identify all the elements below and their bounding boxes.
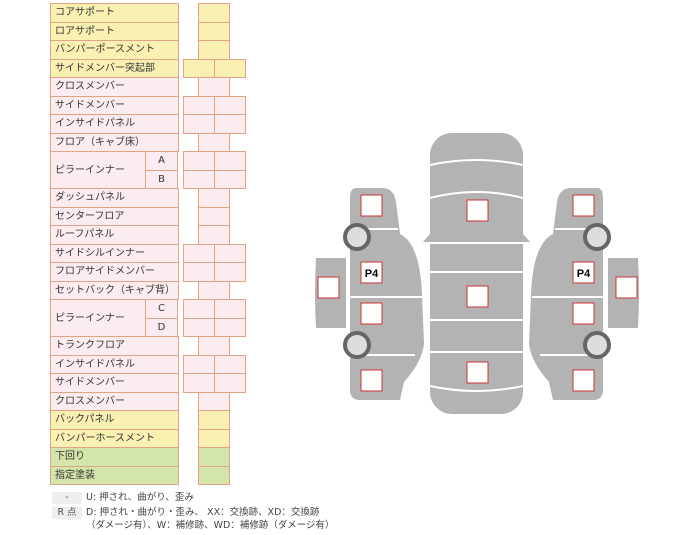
- center-pillar-right-tab: [523, 234, 531, 243]
- legend-key-dash: -: [52, 492, 82, 504]
- input-cell-right[interactable]: [214, 58, 246, 78]
- center-pillar-left-tab: [422, 234, 430, 243]
- check-box[interactable]: [317, 276, 340, 299]
- check-box[interactable]: [360, 194, 383, 217]
- check-box[interactable]: [466, 199, 489, 222]
- input-cell-right[interactable]: [214, 373, 246, 393]
- wheel-icon: [343, 331, 371, 359]
- check-box[interactable]: [572, 194, 595, 217]
- legend-text-u: U: 押され、曲がり、歪み: [86, 492, 194, 503]
- check-box[interactable]: [572, 302, 595, 325]
- legend-text-d: D: 押され・曲がり・歪み、 XX：交換跡、XD：交換跡: [86, 507, 320, 518]
- left-damage-mark: P4: [365, 268, 379, 280]
- wheel-icon: [583, 331, 611, 359]
- legend-key-r: R 点: [52, 507, 82, 519]
- row-label: ピラーインナー: [50, 151, 146, 189]
- row-label: ピラーインナー: [50, 299, 146, 337]
- input-cell[interactable]: [198, 465, 230, 485]
- right-side-body: [529, 188, 603, 400]
- input-cell-right[interactable]: [214, 317, 246, 337]
- right-damage-mark: P4: [577, 268, 591, 280]
- wheel-icon: [583, 223, 611, 251]
- check-box[interactable]: [572, 261, 595, 284]
- check-box[interactable]: [360, 261, 383, 284]
- input-cell-right[interactable]: [214, 262, 246, 282]
- check-box[interactable]: [572, 369, 595, 392]
- row-label: 指定塗装: [50, 465, 179, 485]
- check-box[interactable]: [466, 285, 489, 308]
- wheel-icon: [343, 223, 371, 251]
- left-side-body: [350, 188, 424, 400]
- input-cell-right[interactable]: [214, 169, 246, 189]
- check-box[interactable]: [615, 276, 638, 299]
- input-cell-right[interactable]: [214, 114, 246, 134]
- check-box[interactable]: [360, 302, 383, 325]
- center-body: [430, 133, 523, 414]
- check-box[interactable]: [360, 369, 383, 392]
- check-box[interactable]: [466, 361, 489, 384]
- legend-text-w: （ダメージ有）、W：補修跡、WD：補修跡（ダメージ有）: [86, 520, 335, 531]
